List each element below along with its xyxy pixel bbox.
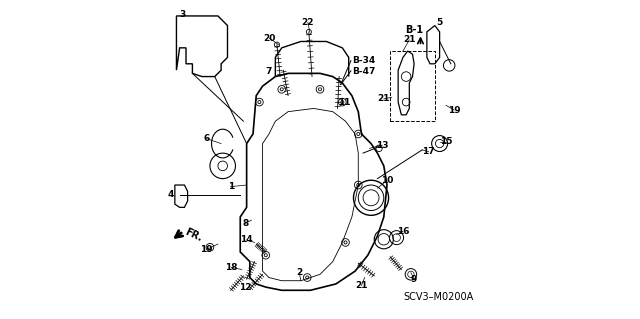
Text: FR.: FR. [184, 227, 204, 244]
Text: 16: 16 [397, 227, 409, 236]
Text: 13: 13 [376, 141, 388, 150]
Text: 1: 1 [228, 182, 234, 191]
Text: SCV3–M0200A: SCV3–M0200A [403, 292, 473, 302]
Text: 15: 15 [440, 137, 452, 146]
Text: 21: 21 [403, 35, 415, 44]
Text: 14: 14 [240, 235, 253, 244]
Text: 20: 20 [264, 34, 276, 43]
Text: 3: 3 [179, 10, 186, 19]
Text: B-1: B-1 [405, 25, 423, 35]
Text: B-34: B-34 [352, 56, 375, 65]
Text: 18: 18 [225, 263, 237, 272]
Text: 7: 7 [266, 67, 272, 76]
Text: 21: 21 [378, 94, 390, 103]
Text: 10: 10 [381, 176, 393, 185]
Text: 19: 19 [200, 245, 213, 254]
Text: 22: 22 [301, 18, 314, 27]
Text: 5: 5 [436, 18, 443, 27]
Text: 17: 17 [422, 147, 435, 156]
Bar [390, 51, 435, 121]
Text: 19: 19 [447, 106, 460, 115]
Text: 11: 11 [338, 98, 350, 107]
Text: 9: 9 [411, 275, 417, 284]
Text: 12: 12 [239, 283, 252, 292]
Text: 4: 4 [168, 190, 174, 199]
Text: B-47: B-47 [352, 67, 375, 76]
Text: 8: 8 [243, 219, 249, 228]
Text: 6: 6 [204, 134, 210, 143]
Text: 21: 21 [355, 281, 368, 290]
Text: 2: 2 [296, 268, 302, 277]
